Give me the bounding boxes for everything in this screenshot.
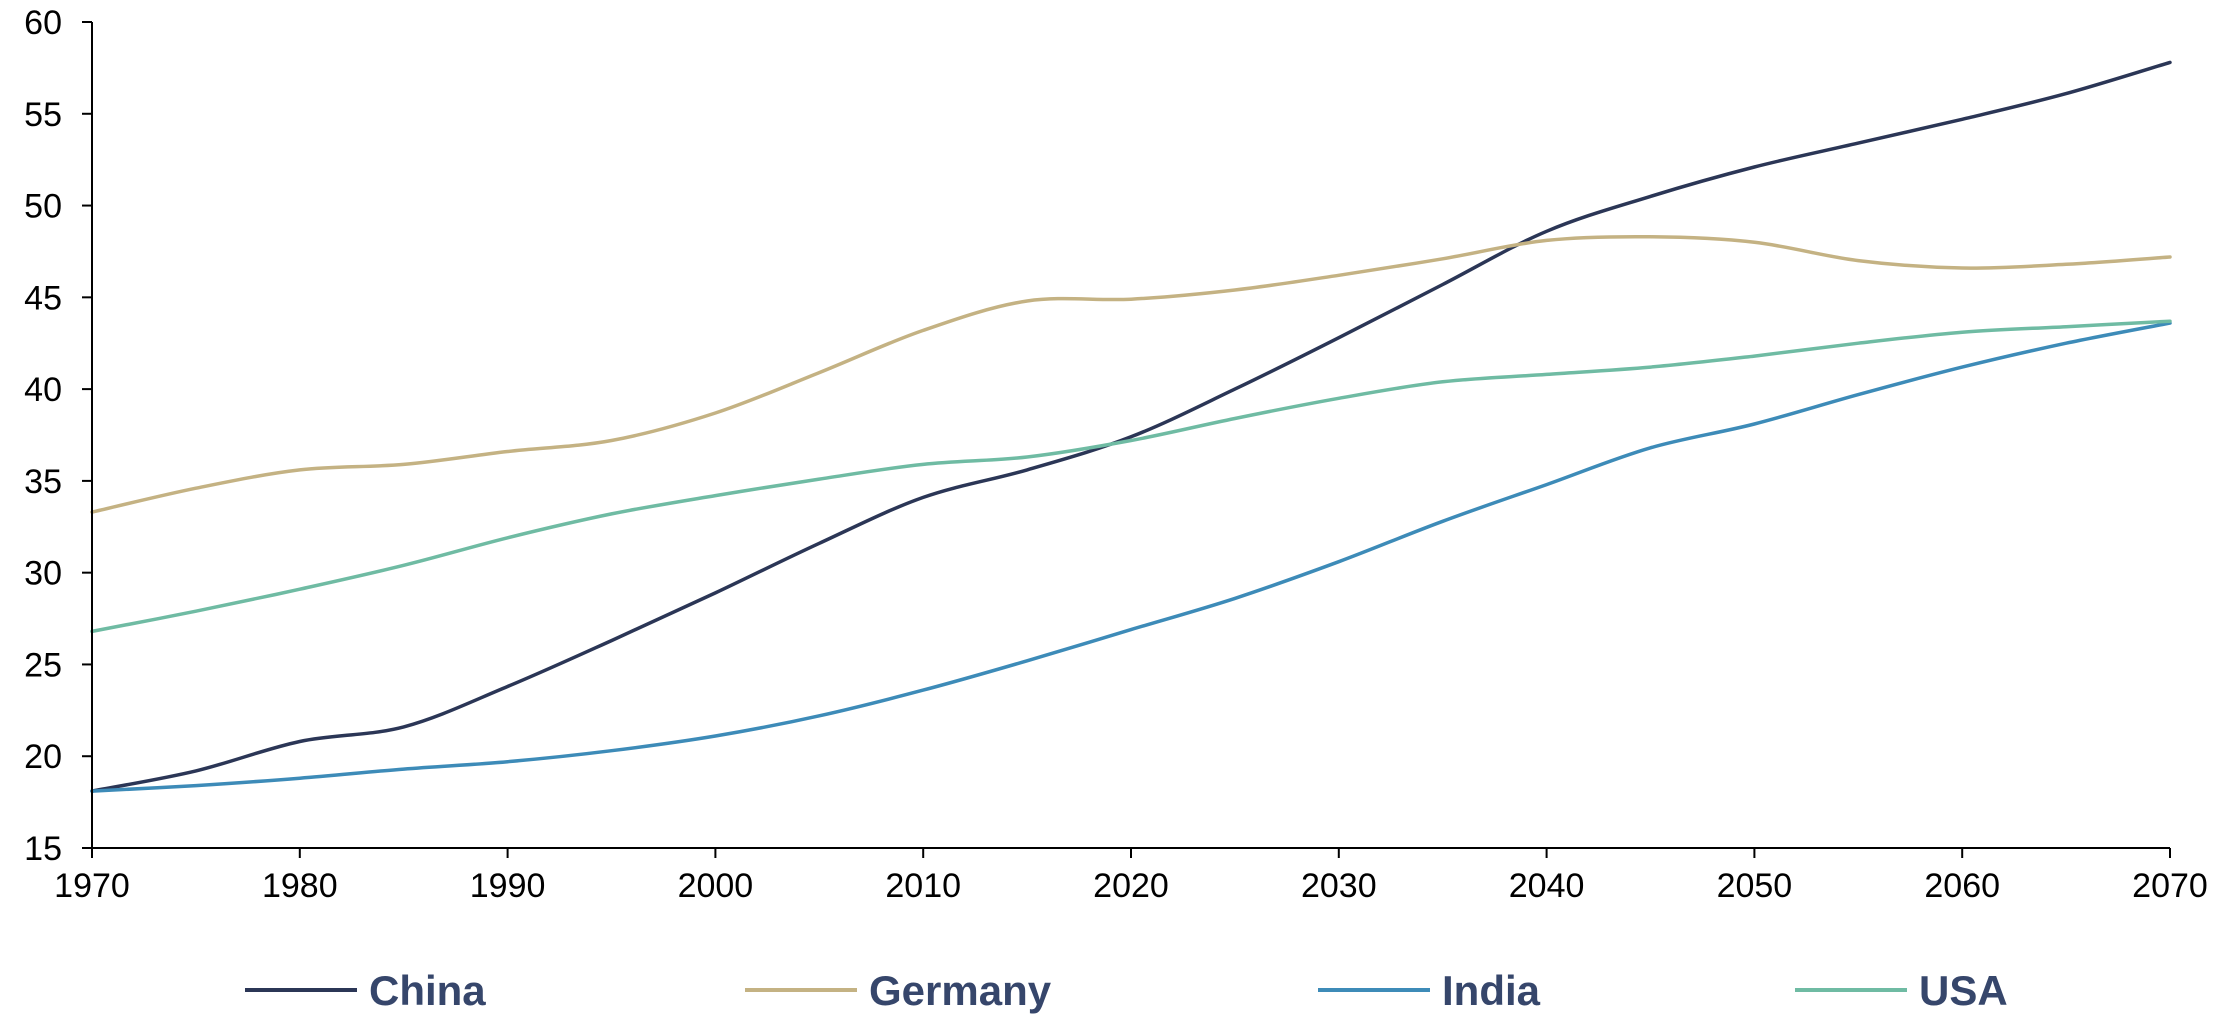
x-tick-label: 1970 xyxy=(54,867,130,905)
y-tick-label: 35 xyxy=(24,463,62,501)
y-axis-ticks: 15 20 25 30 35 40 45 50 55 60 xyxy=(24,4,92,868)
legend-label-germany: Germany xyxy=(869,967,1052,1014)
x-tick-label: 1980 xyxy=(262,867,338,905)
plot-area xyxy=(90,60,2172,793)
y-tick-label: 40 xyxy=(24,371,62,409)
y-tick-label: 15 xyxy=(24,830,62,868)
x-tick-label: 2000 xyxy=(678,867,754,905)
x-tick-label: 2040 xyxy=(1509,867,1585,905)
x-tick-label: 2070 xyxy=(2132,867,2208,905)
x-tick-label: 2030 xyxy=(1301,867,1377,905)
series-line-india xyxy=(90,321,2172,793)
y-tick-label: 30 xyxy=(24,555,62,593)
series-line-china xyxy=(90,60,2172,793)
y-tick-label: 55 xyxy=(24,96,62,134)
legend-label-china: China xyxy=(369,967,486,1014)
x-tick-label: 1990 xyxy=(470,867,546,905)
legend: China Germany India USA xyxy=(245,967,2008,1014)
y-tick-label: 20 xyxy=(24,738,62,776)
y-tick-label: 60 xyxy=(24,4,62,42)
legend-label-india: India xyxy=(1442,967,1541,1014)
x-tick-label: 2060 xyxy=(1924,867,2000,905)
x-axis-ticks: 1970 1980 1990 2000 2010 2020 2030 2040 2050 2060… xyxy=(54,848,2208,905)
y-tick-label: 45 xyxy=(24,279,62,317)
legend-label-usa: USA xyxy=(1919,967,2008,1014)
series-line-germany xyxy=(90,234,2172,514)
x-tick-label: 2050 xyxy=(1717,867,1793,905)
y-tick-label: 50 xyxy=(24,188,62,226)
y-tick-label: 25 xyxy=(24,646,62,684)
x-tick-label: 2020 xyxy=(1093,867,1169,905)
series-line-usa xyxy=(90,319,2172,634)
x-tick-label: 2010 xyxy=(885,867,961,905)
